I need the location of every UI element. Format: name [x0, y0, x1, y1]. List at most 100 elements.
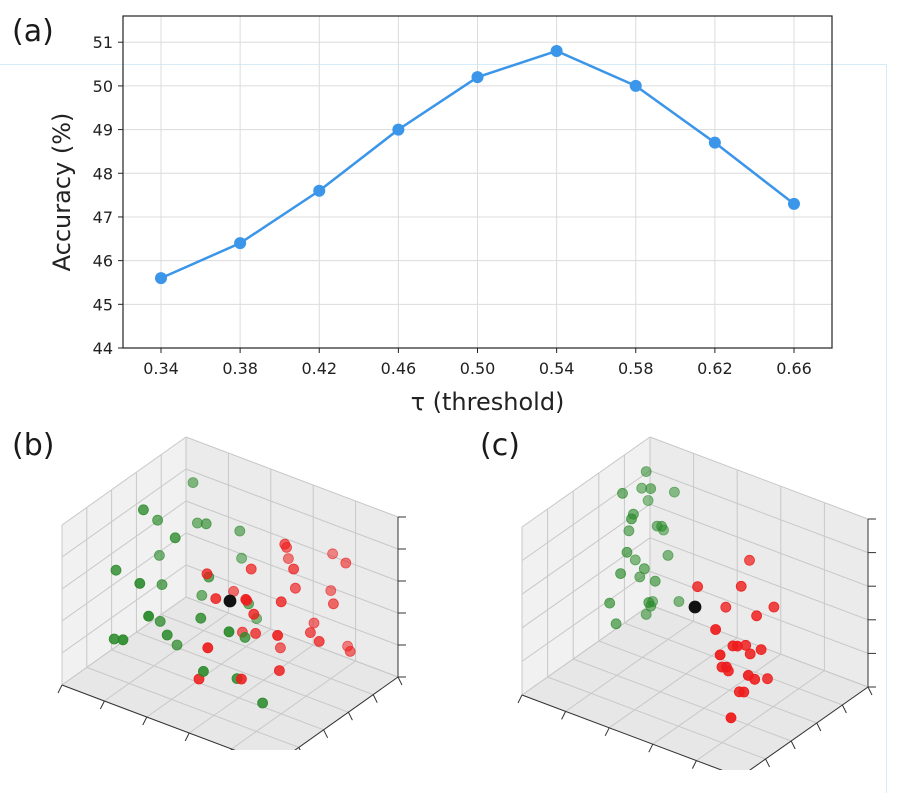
red-point [201, 568, 213, 580]
gridline [111, 649, 324, 731]
gridline [185, 500, 399, 582]
green-point [154, 615, 166, 627]
y-tick-label: 51 [93, 33, 113, 52]
green-point [623, 525, 635, 537]
gridline [547, 676, 766, 760]
x-tick [604, 727, 610, 737]
gridline [185, 564, 399, 646]
green-point [636, 482, 648, 494]
gridline [521, 604, 651, 696]
green-point [643, 597, 655, 608]
y-tick [790, 740, 796, 750]
x-tick [230, 748, 233, 750]
red-point [738, 686, 750, 698]
green-point [196, 589, 208, 601]
green-point [134, 577, 146, 589]
gridline [598, 640, 817, 724]
green-point [169, 532, 181, 544]
gridline [649, 503, 869, 587]
red-point [340, 557, 352, 569]
green-point [604, 597, 616, 609]
data-point [392, 123, 405, 136]
red-point [235, 673, 247, 685]
y-tick [323, 729, 329, 739]
y-tick [816, 722, 822, 732]
y-tick-label: 47 [93, 208, 113, 227]
y-tick [397, 676, 403, 686]
green-point [110, 564, 122, 576]
panel-label-b: (b) [12, 428, 55, 463]
red-point [273, 665, 285, 677]
x-tick [648, 743, 654, 753]
green-point [257, 697, 269, 709]
green-point [629, 554, 641, 566]
green-point [236, 552, 248, 564]
panel-label-c: (c) [480, 428, 520, 463]
red-point [282, 553, 294, 565]
green-point [223, 626, 235, 638]
x-tick-label: 0.66 [776, 359, 812, 378]
red-point [289, 582, 301, 594]
y-tick-label: 46 [93, 252, 113, 271]
red-point [742, 669, 754, 681]
data-point [708, 136, 721, 149]
gridline [185, 596, 399, 678]
red-point [304, 627, 316, 639]
data-point [550, 44, 563, 57]
pane-back [650, 437, 868, 687]
green-point [610, 618, 622, 630]
red-point [720, 601, 732, 613]
x-axis-line [61, 684, 236, 750]
green-point [197, 665, 209, 677]
data-point [155, 272, 167, 285]
data-point [471, 71, 484, 84]
green-point [200, 518, 212, 530]
x-tick [142, 716, 148, 726]
red-point [327, 598, 339, 610]
red-point [274, 642, 286, 654]
gridline [104, 612, 229, 702]
pane-floor [522, 605, 868, 770]
y-axis-line [294, 676, 399, 750]
green-point [195, 612, 207, 624]
red-point [735, 580, 747, 592]
panel-label-a: (a) [12, 14, 54, 49]
red-point [325, 585, 337, 597]
red-point [762, 673, 773, 685]
gridline [61, 564, 187, 654]
pane-floor [62, 597, 398, 750]
y-tick [347, 711, 353, 721]
accuracy-line-chart: 44 45 46 47 48 49 50 51 0.34 0.38 0.42 0.46 0.50 0.54… [48, 15, 833, 416]
red-point [279, 538, 291, 550]
green-point [234, 525, 246, 537]
green-point [662, 549, 674, 561]
red-point [272, 629, 284, 641]
green-point [187, 477, 199, 488]
red-point [240, 593, 252, 605]
green-point [617, 487, 628, 499]
red-point [248, 608, 260, 620]
green-point [640, 608, 652, 620]
red-point [721, 661, 732, 673]
gridline [61, 500, 187, 590]
gridline [521, 436, 651, 528]
x-tick-label: 0.34 [143, 359, 179, 378]
x-tick [561, 711, 567, 720]
y-axis-line [749, 686, 869, 770]
green-point [143, 610, 154, 622]
red-point [250, 627, 262, 639]
gridline [231, 660, 356, 750]
x-axis-line [521, 694, 723, 770]
y-tick [765, 758, 771, 768]
figure-frame [0, 64, 887, 793]
green-point [640, 466, 652, 477]
data-point [234, 237, 247, 250]
red-point [327, 548, 339, 560]
y-tick [867, 686, 873, 696]
green-point [673, 596, 685, 607]
data-point [629, 79, 642, 92]
data-point [313, 184, 326, 197]
green-point [626, 513, 637, 525]
green-point [161, 629, 173, 641]
gridline [521, 470, 651, 562]
